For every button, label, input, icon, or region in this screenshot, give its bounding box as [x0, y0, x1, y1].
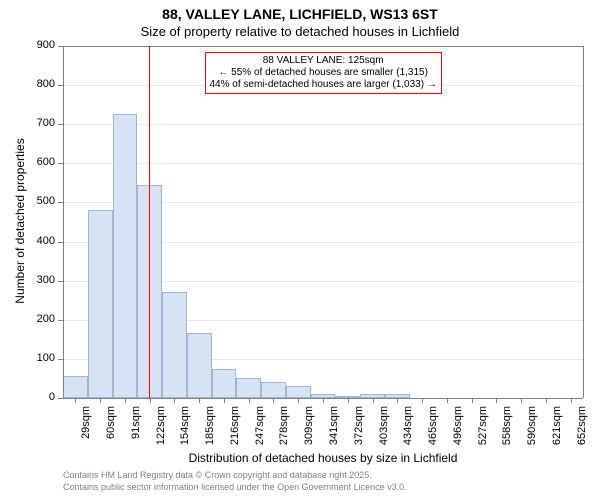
- chart-subtitle: Size of property relative to detached ho…: [0, 22, 600, 39]
- y-tick-label: 500: [25, 195, 55, 207]
- histogram-bar: [286, 386, 311, 398]
- histogram-bar: [113, 114, 138, 398]
- axis-line: [63, 46, 64, 398]
- histogram-bar: [212, 369, 237, 398]
- callout-line: ← 55% of detached houses are smaller (1,…: [210, 67, 437, 79]
- axis-line: [583, 46, 584, 398]
- y-tick-label: 900: [25, 39, 55, 51]
- x-axis-label: Distribution of detached houses by size …: [63, 451, 583, 465]
- histogram-bar: [88, 210, 113, 398]
- axis-line: [63, 46, 583, 47]
- y-tick-label: 400: [25, 235, 55, 247]
- axis-line: [63, 398, 583, 399]
- plot-area: 010020030040050060070080090029sqm60sqm91…: [63, 46, 583, 398]
- histogram-bar: [187, 333, 212, 398]
- y-tick-label: 100: [25, 352, 55, 364]
- y-tick-label: 300: [25, 274, 55, 286]
- chart-container: 88, VALLEY LANE, LICHFIELD, WS13 6ST Siz…: [0, 0, 600, 500]
- gridline: [63, 124, 583, 125]
- marker-line: [149, 46, 150, 398]
- footer-line-2: Contains public sector information licen…: [63, 482, 407, 492]
- callout-line: 88 VALLEY LANE: 125sqm: [210, 55, 437, 67]
- y-tick-label: 600: [25, 156, 55, 168]
- histogram-bar: [63, 376, 88, 398]
- y-tick-label: 700: [25, 117, 55, 129]
- y-tick-label: 800: [25, 78, 55, 90]
- callout-line: 44% of semi-detached houses are larger (…: [210, 79, 437, 91]
- y-axis-label: Number of detached properties: [13, 111, 27, 331]
- footer-line-1: Contains HM Land Registry data © Crown c…: [63, 470, 372, 480]
- y-tick-label: 200: [25, 313, 55, 325]
- chart-title: 88, VALLEY LANE, LICHFIELD, WS13 6ST: [0, 0, 600, 22]
- y-tick-label: 0: [25, 391, 55, 403]
- histogram-bar: [236, 378, 261, 398]
- histogram-bar: [261, 382, 286, 398]
- gridline: [63, 163, 583, 164]
- histogram-bar: [162, 292, 187, 398]
- callout-box: 88 VALLEY LANE: 125sqm← 55% of detached …: [205, 52, 442, 94]
